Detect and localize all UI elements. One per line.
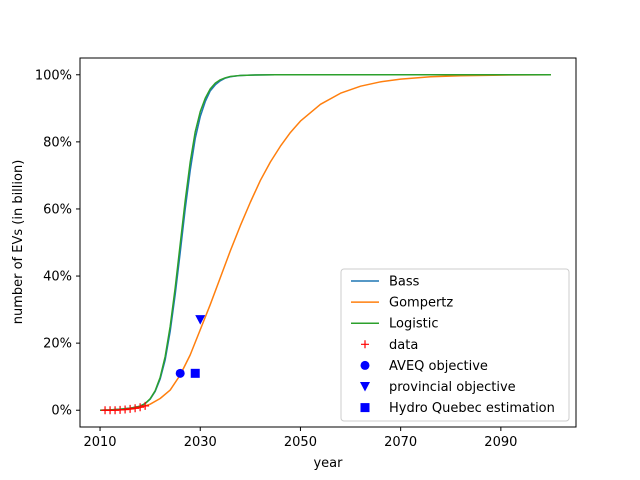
- y-axis-ticks: 0% 20% 40% 60% 80% 100%: [35, 68, 80, 419]
- legend-swatch-provincial-objective: [360, 382, 370, 392]
- logistic-series-line: [100, 74, 551, 411]
- data-point: [121, 405, 130, 414]
- data-point: [136, 403, 145, 412]
- data-point: [141, 401, 150, 410]
- y-tick-label: 80%: [43, 135, 72, 150]
- hydro-quebec-estimation-point: [190, 368, 200, 378]
- plot-lines: [100, 74, 551, 411]
- legend-label-logistic: Logistic: [389, 317, 438, 332]
- legend-label-gompertz: Gompertz: [389, 296, 453, 311]
- x-tick-label: 2070: [384, 435, 417, 450]
- y-axis-label: number of EVs (in billion): [11, 160, 26, 325]
- x-tick-label: 2090: [484, 435, 517, 450]
- plot-markers: [101, 315, 206, 415]
- legend-swatch-data: [361, 340, 369, 349]
- legend-swatch-hydro-quebec-estimation: [360, 403, 370, 413]
- y-tick-label: 60%: [43, 202, 72, 217]
- x-axis-ticks: 2010 2030 2050 2070 2090: [83, 427, 517, 450]
- aveq-objective-point: [175, 368, 185, 378]
- y-tick-label: 100%: [35, 68, 72, 83]
- x-tick-label: 2050: [284, 435, 317, 450]
- legend-label-bass: Bass: [389, 275, 420, 290]
- y-tick-label: 0%: [51, 404, 72, 419]
- data-point: [126, 404, 135, 413]
- x-tick-label: 2010: [83, 435, 116, 450]
- plot-frame: [79, 57, 577, 428]
- legend-box: [340, 268, 570, 422]
- provincial-objective-point: [195, 315, 206, 325]
- legend-label-aveq-objective: AVEQ objective: [389, 359, 488, 374]
- y-tick-label: 40%: [43, 270, 72, 285]
- x-tick-label: 2030: [184, 435, 217, 450]
- gompertz-series-line: [100, 74, 551, 411]
- y-tick-label: 20%: [43, 337, 72, 352]
- data-point: [131, 404, 140, 413]
- legend: Bass Gompertz Logistic data AVEQ objective pr…: [340, 268, 570, 422]
- legend-label-provincial-objective: provincial objective: [389, 380, 516, 395]
- legend-label-data: data: [389, 338, 418, 353]
- legend-swatch-aveq-objective: [360, 360, 370, 370]
- legend-label-hydro-quebec-estimation: Hydro Quebec estimation: [389, 401, 555, 416]
- x-axis-label: year: [313, 456, 343, 471]
